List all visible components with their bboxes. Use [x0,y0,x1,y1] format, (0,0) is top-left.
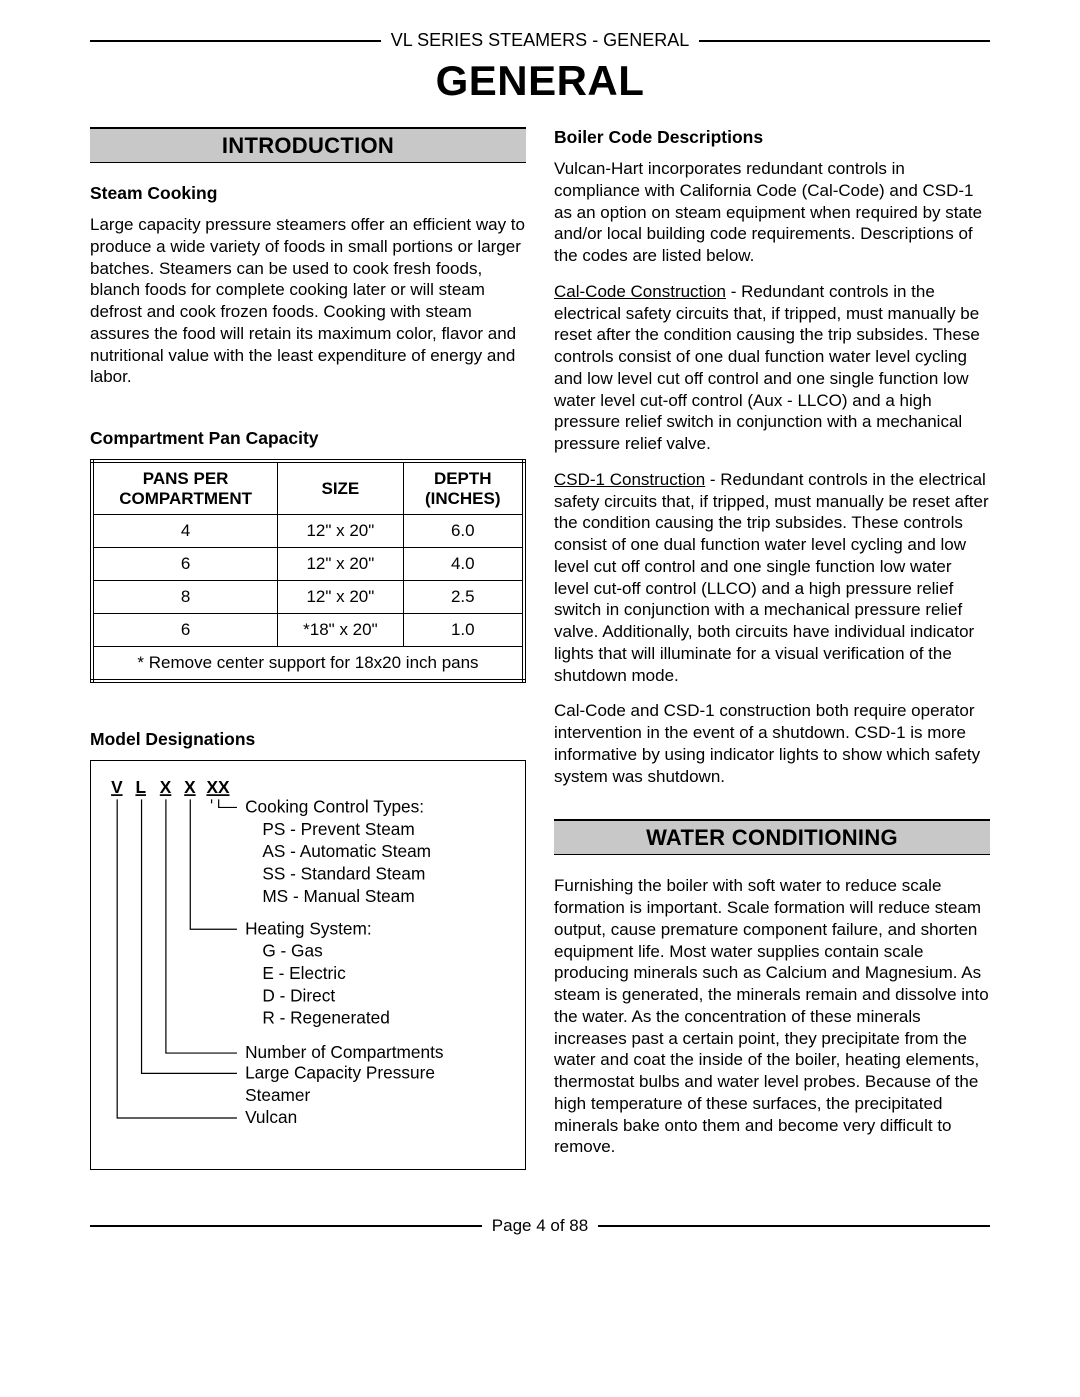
page-title: GENERAL [90,57,990,105]
csd1-head: CSD-1 Construction [554,470,705,489]
section-introduction: INTRODUCTION [90,127,526,163]
boiler-summary: Cal-Code and CSD-1 construction both req… [554,700,990,787]
svg-text:R - Regenerated: R - Regenerated [262,1008,390,1028]
breadcrumb: VL SERIES STEAMERS - GENERAL [391,30,689,51]
pan-capacity-table: PANS PER COMPARTMENT SIZE DEPTH (INCHES)… [90,459,526,683]
breadcrumb-row: VL SERIES STEAMERS - GENERAL [90,30,990,51]
table-footnote-row: * Remove center support for 18x20 inch p… [92,647,524,682]
table-row: 6 12" x 20" 4.0 [92,548,524,581]
steam-cooking-title: Steam Cooking [90,183,526,204]
cal-code-head: Cal-Code Construction [554,282,726,301]
table-row: 4 12" x 20" 6.0 [92,515,524,548]
code-l: L [135,777,146,797]
table-row: 6 *18" x 20" 1.0 [92,614,524,647]
svg-text:E - Electric: E - Electric [262,963,346,983]
svg-text:Number of Compartments: Number of Compartments [245,1042,443,1062]
svg-text:PS - Prevent Steam: PS - Prevent Steam [262,819,414,839]
code-x2: X [184,777,196,797]
th-pans: PANS PER COMPARTMENT [92,461,278,515]
svg-text:Cooking Control Types:: Cooking Control Types: [245,797,424,817]
svg-text:G - Gas: G - Gas [262,941,322,961]
svg-text:Vulcan: Vulcan [245,1107,297,1127]
svg-text:D - Direct: D - Direct [262,985,335,1005]
th-size: SIZE [278,461,403,515]
footer-rule-left [90,1225,482,1227]
cal-code-paragraph: Cal-Code Construction - Redundant contro… [554,281,990,455]
code-x1: X [160,777,172,797]
svg-text:Heating System:: Heating System: [245,918,372,938]
table-header-row: PANS PER COMPARTMENT SIZE DEPTH (INCHES) [92,461,524,515]
footer-rule-right [598,1225,990,1227]
table-row: 8 12" x 20" 2.5 [92,581,524,614]
rule-right [699,40,990,42]
right-column: Boiler Code Descriptions Vulcan-Hart inc… [554,123,990,1172]
water-body: Furnishing the boiler with soft water to… [554,875,990,1158]
cal-code-body: - Redundant controls in the electrical s… [554,282,980,453]
model-designations-title: Model Designations [90,729,526,750]
table-footnote: * Remove center support for 18x20 inch p… [92,647,524,682]
code-xx: XX [207,777,231,797]
pan-capacity-title: Compartment Pan Capacity [90,428,526,449]
svg-text:AS - Automatic Steam: AS - Automatic Steam [262,841,431,861]
svg-text:Large Capacity Pressure: Large Capacity Pressure [245,1063,435,1083]
svg-text:SS - Standard Steam: SS - Standard Steam [262,864,425,884]
code-v: V [111,777,123,797]
svg-text:Steamer: Steamer [245,1085,310,1105]
csd1-body: - Redundant controls in the electrical s… [554,470,989,685]
svg-text:MS - Manual Steam: MS - Manual Steam [262,886,414,906]
boiler-title: Boiler Code Descriptions [554,127,990,148]
model-designation-diagram: V L X X XX [105,777,511,1153]
footer-page: Page 4 of 88 [492,1216,588,1236]
csd1-paragraph: CSD-1 Construction - Redundant controls … [554,469,990,687]
rule-left [90,40,381,42]
steam-cooking-body: Large capacity pressure steamers offer a… [90,214,526,388]
model-designation-box: V L X X XX [90,760,526,1170]
footer: Page 4 of 88 [90,1216,990,1236]
th-depth: DEPTH (INCHES) [403,461,524,515]
left-column: INTRODUCTION Steam Cooking Large capacit… [90,123,526,1172]
section-water-conditioning: WATER CONDITIONING [554,819,990,855]
boiler-intro: Vulcan-Hart incorporates redundant contr… [554,158,990,267]
